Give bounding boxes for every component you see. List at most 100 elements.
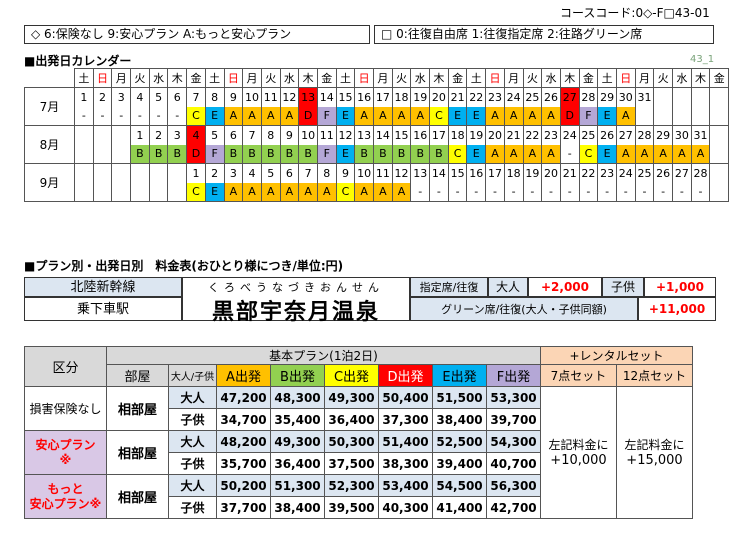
plan-label: 安心プラン ※ (24, 430, 107, 475)
weekday-cell: 木 (690, 68, 711, 88)
calendar-code-cell: E (335, 144, 356, 164)
calendar-code-cell: C (447, 144, 468, 164)
calendar-day-cell: 21 (503, 125, 524, 145)
calendar-day-cell: 10 (354, 163, 374, 183)
calendar-day-cell (690, 87, 711, 107)
calendar-code-cell (74, 144, 94, 164)
calendar-code-cell: A (615, 106, 636, 126)
calendar-day-cell: 27 (615, 125, 636, 145)
calendar-day-cell: 2 (204, 163, 225, 183)
calendar-code-cell: B (354, 144, 374, 164)
calendar-day-cell: 10 (298, 125, 318, 145)
adult-price: 50,300 (324, 430, 379, 453)
adult-child-header: 大人/子供 (168, 364, 217, 387)
calendar-code-cell: A (391, 106, 412, 126)
weekday-cell: 水 (410, 68, 431, 88)
calendar-day-cell: 7 (298, 163, 318, 183)
calendar-day-cell: 23 (597, 163, 617, 183)
child-price: 37,700 (216, 496, 271, 519)
calendar-day-cell: 17 (429, 125, 449, 145)
calendar-code-cell (672, 106, 692, 126)
calendar-day-cell: 29 (653, 125, 673, 145)
calendar-day-cell (148, 163, 169, 183)
calendar-day-cell (92, 163, 113, 183)
calendar-day-cell: 31 (690, 125, 711, 145)
fare-subheader-row: 部屋 大人/子供 A出発 B出発 C出発 D出発 E出発 F出発 7点セット 12点セット (25, 364, 693, 387)
calendar-day-cell: 27 (559, 87, 580, 107)
weekday-cell: 火 (130, 68, 150, 88)
calendar-day-cell: 3 (167, 125, 188, 145)
calendar-code-cell (690, 106, 711, 126)
calendar-code-cell: A (373, 182, 393, 202)
calendar-day-cell: 17 (485, 163, 505, 183)
fare-row-adult: 損害保険なし 相部屋 大人 47,200 48,300 49,300 50,400 51,50… (24, 386, 693, 519)
adult-price: 48,300 (270, 386, 325, 409)
calendar-day-cell: 13 (410, 163, 431, 183)
plan-b-header: B出発 (270, 364, 325, 387)
rental-price-cell: 左記料金に +10,000 (540, 386, 617, 519)
weekday-cell: 金 (186, 68, 206, 88)
child-label: 子供 (168, 408, 217, 431)
rental-price: +10,000 (550, 452, 607, 468)
weekday-cell: 木 (298, 68, 318, 88)
calendar-day-cell: 12 (279, 87, 300, 107)
departure-calendar: 土日月火水木金土日月火水木金土日月火水木金土日月火水木金土日月火水木金 7月 1 2 3… (24, 68, 730, 202)
calendar-code-cell: A (279, 106, 300, 126)
price-table-title: ■プラン別・出発日別 料金表(おひとり様につき/単位:円) (24, 259, 344, 273)
calendar-day-cell: 7 (186, 87, 206, 107)
fare-row-child: 子供 35,700 36,400 37,500 38,300 39,400 40,700 (25, 452, 693, 475)
calendar-code-cell: F (316, 106, 337, 126)
calendar-code-cell: E (447, 106, 468, 126)
child-price: 37,300 (378, 408, 433, 431)
rental-col-header: 12点セット (616, 364, 693, 387)
calendar-code-cell: - (167, 106, 188, 126)
calendar-code-cell: - (429, 182, 449, 202)
calendar-code-cell: A (485, 144, 505, 164)
calendar-code-cell: A (522, 106, 543, 126)
adult-price: 56,300 (486, 474, 541, 497)
calendar-code-cell: B (279, 144, 300, 164)
child-label: 子供 (168, 452, 217, 475)
calendar-day-cell: 16 (410, 125, 431, 145)
weekday-cell: 日 (485, 68, 505, 88)
calendar-code-cell: B (429, 144, 449, 164)
adult-label: 大人 (168, 474, 217, 497)
calendar-code-cell (167, 182, 188, 202)
calendar-day-cell: 13 (354, 125, 374, 145)
child-price: 38,300 (378, 452, 433, 475)
child-price: 38,400 (432, 408, 487, 431)
calendar-code-cell: A (541, 144, 561, 164)
calendar-day-cell: 9 (223, 87, 244, 107)
calendar-code-cell: E (466, 144, 487, 164)
adult-price: 48,200 (216, 430, 271, 453)
calendar-code-cell: A (541, 106, 561, 126)
calendar-day-cell: 23 (541, 125, 561, 145)
fare-row-adult: もっと 安心プラン※ 相部屋 大人 50,200 51,300 52,300 53,400 5… (24, 474, 693, 519)
calendar-code-cell: A (260, 182, 281, 202)
calendar-day-row: 7月 1 2 3 4 5 6 7 8 9 10 11 12 13 14 15 16 17 18 19 20 21 22 23 2… (24, 87, 730, 126)
calendar-day-cell: 5 (260, 163, 281, 183)
basic-plan-header: 基本プラン(1泊2日) (106, 346, 541, 365)
calendar-day-cell: 4 (186, 125, 206, 145)
plan-f-header: F出発 (486, 364, 541, 387)
child-price: 36,400 (270, 452, 325, 475)
calendar-code-cell: - (653, 182, 673, 202)
calendar-day-cell: 15 (391, 125, 412, 145)
rental-header: +レンタルセット (540, 346, 693, 365)
calendar-day-cell (74, 125, 94, 145)
calendar-code-cell: - (634, 182, 655, 202)
calendar-code-cell: B (242, 144, 262, 164)
calendar-code-cell: F (204, 144, 225, 164)
calendar-day-cell: 19 (466, 125, 487, 145)
child-label: 子供 (168, 496, 217, 519)
calendar-day-row: 8月 1 2 3 4 5 6 7 8 9 10 11 12 13 14 15 16 17 18 19 20 21 22 23 2… (24, 125, 730, 164)
calendar-day-cell (92, 125, 113, 145)
plan-a-header: A出発 (216, 364, 271, 387)
weekday-cell: 木 (429, 68, 449, 88)
line-name: 北陸新幹線 (24, 277, 182, 297)
calendar-day-cell: 5 (204, 125, 225, 145)
calendar-day-cell: 26 (541, 87, 561, 107)
weekday-cell: 月 (242, 68, 262, 88)
weekday-cell: 月 (503, 68, 524, 88)
weekday-cell: 火 (653, 68, 673, 88)
